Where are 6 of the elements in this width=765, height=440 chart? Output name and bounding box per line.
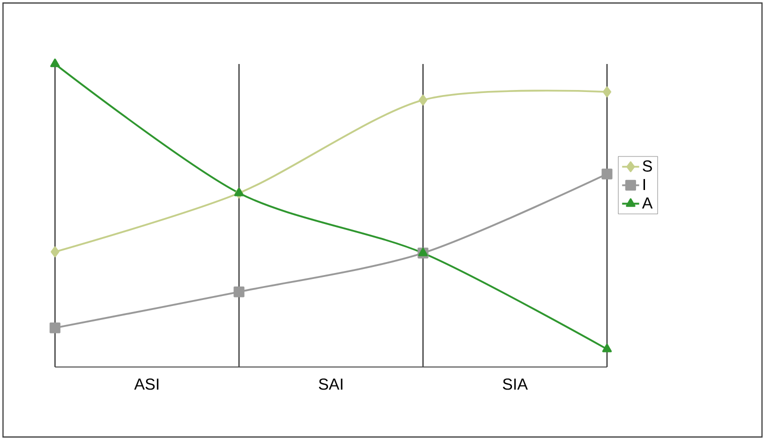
legend-label: I [644,179,645,190]
legend-label: A [642,197,653,208]
text: ASI [134,378,158,390]
text: SAI [318,378,342,390]
legend-label: S [642,160,652,172]
text: SIA [502,378,528,390]
